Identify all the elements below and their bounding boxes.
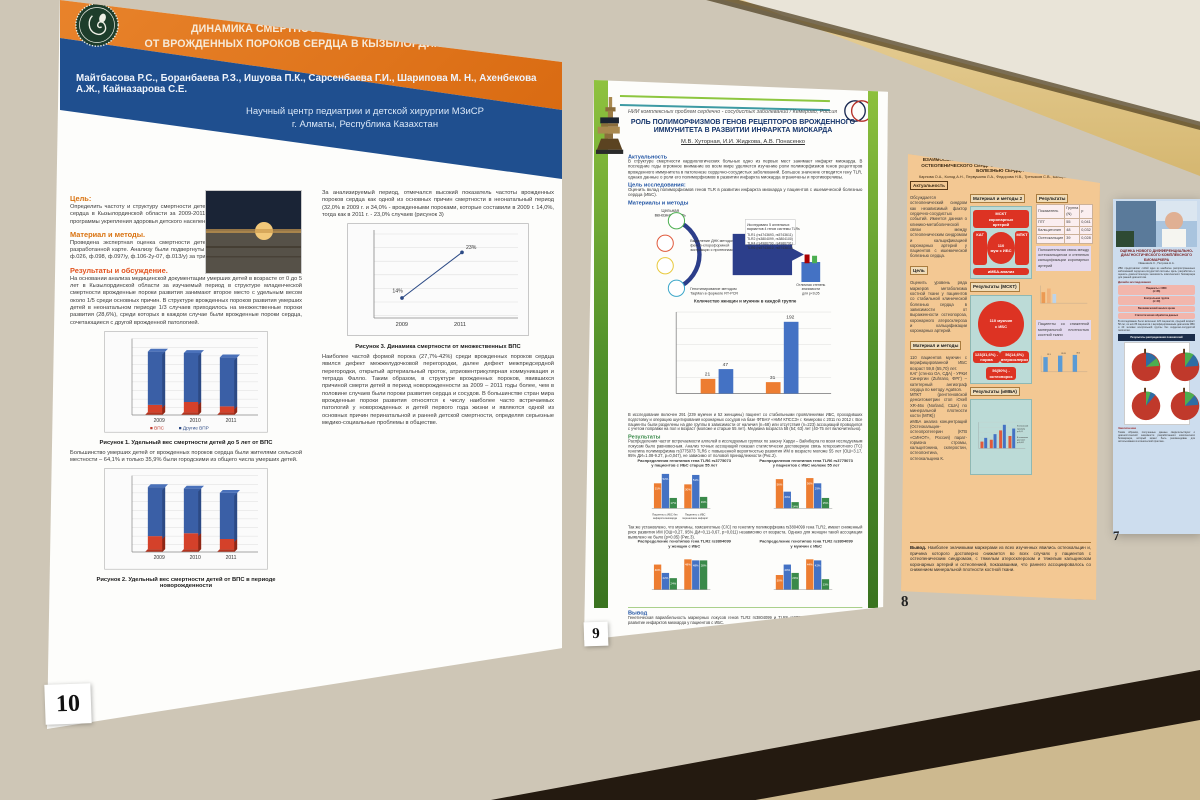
svg-text:2009: 2009 (396, 322, 408, 328)
svg-text:вариантов 4 генов системы TLRs: вариантов 4 генов системы TLRs (747, 227, 800, 231)
svg-text:31%: 31% (655, 487, 661, 491)
svg-text:30%: 30% (685, 488, 691, 492)
svg-text:В остальных: В остальных (1017, 437, 1028, 439)
svg-text:19%: 19% (701, 500, 707, 504)
svg-text:19.3: 19.3 (1047, 354, 1051, 356)
svg-text:28%: 28% (701, 564, 707, 568)
svg-text:48%: 48% (693, 564, 699, 568)
svg-text:2009: 2009 (154, 556, 165, 562)
svg-text:42%: 42% (815, 564, 821, 568)
svg-text:15%: 15% (823, 501, 829, 505)
svg-text:инфаркта миокарда: инфаркта миокарда (653, 516, 678, 520)
svg-text:TLR6 (rs5743810, rs5743810): TLR6 (rs5743810, rs5743810) (747, 246, 793, 250)
svg-text:39.5: 39.5 (1076, 353, 1080, 355)
svg-text:Клинический: Клинический (1017, 425, 1028, 428)
svg-text:экстракции с протеиназой К: экстракции с протеиназой К (690, 248, 739, 252)
svg-text:2011: 2011 (226, 556, 237, 562)
svg-text:2009: 2009 (154, 418, 165, 424)
svg-text:фенол-хлороформной: фенол-хлороформной (690, 243, 729, 247)
svg-text:29%: 29% (792, 576, 798, 580)
svg-text:44%: 44% (807, 563, 813, 567)
svg-text:■ ВПС: ■ ВПС (150, 425, 165, 430)
svg-text:30%: 30% (777, 578, 783, 582)
svg-text:56%: 56% (807, 482, 813, 486)
svg-text:52%: 52% (663, 477, 669, 481)
svg-text:47: 47 (722, 362, 728, 368)
svg-text:17%: 17% (670, 501, 676, 505)
svg-text:23%: 23% (466, 245, 477, 251)
svg-text:пример/у: пример/у (1017, 429, 1025, 431)
svg-text:192: 192 (786, 314, 794, 320)
svg-text:диапазон: диапазон (1017, 440, 1025, 442)
svg-text:51%: 51% (693, 478, 699, 482)
svg-text:значимости: значимости (802, 287, 821, 291)
svg-text:р<0,002: р<0,002 (1017, 441, 1024, 444)
svg-text:TLR1 (rs4743693, rs5743611): TLR1 (rs4743693, rs5743611) (747, 233, 793, 237)
svg-text:22%: 22% (663, 576, 669, 580)
svg-text:TLR2 (rs3804099, rs3804100): TLR2 (rs3804099, rs3804100) (747, 237, 793, 241)
svg-text:31: 31 (770, 375, 776, 381)
svg-text:Пациенты с ИБС без: Пациенты с ИБС без (652, 513, 678, 517)
svg-text:14%: 14% (792, 505, 798, 509)
svg-text:48%: 48% (685, 563, 691, 567)
svg-text:2011: 2011 (226, 418, 237, 424)
svg-text:для p<0,05: для p<0,05 (802, 291, 819, 295)
svg-text:р<0,01: р<0,01 (1017, 430, 1023, 433)
svg-text:Отличная степень: Отличная степень (796, 283, 825, 287)
svg-text:21: 21 (704, 371, 710, 377)
svg-text:Выделение ДНК методом: Выделение ДНК методом (690, 239, 735, 243)
svg-text:Исследовано 5 аллельных: Исследовано 5 аллельных (747, 223, 790, 227)
svg-text:40%: 40% (784, 568, 790, 572)
svg-text:39.26: 39.26 (1061, 353, 1066, 355)
svg-text:40%: 40% (655, 568, 661, 572)
svg-text:24%: 24% (670, 581, 676, 585)
svg-text:2011: 2011 (454, 322, 466, 328)
svg-text:TaqMan в формате RT-PCR: TaqMan в формате RT-PCR (690, 291, 738, 295)
svg-text:2010: 2010 (190, 556, 201, 562)
svg-text:30%: 30% (784, 495, 790, 499)
svg-text:13%: 13% (823, 582, 829, 586)
svg-text:2010: 2010 (190, 418, 201, 424)
svg-text:Генотипирование методом: Генотипирование методом (690, 287, 737, 291)
svg-text:■ Другие ВПР: ■ Другие ВПР (179, 425, 209, 430)
svg-text:TLR4 (rs4986790, rs4986791): TLR4 (rs4986790, rs4986791) (747, 241, 793, 245)
svg-text:Пациенты с ИБС: Пациенты с ИБС (685, 513, 706, 517)
svg-text:56%: 56% (777, 483, 783, 487)
svg-text:14%: 14% (392, 289, 403, 295)
svg-text:перенесшие инфаркт: перенесшие инфаркт (682, 516, 709, 520)
svg-text:29%: 29% (815, 487, 821, 491)
